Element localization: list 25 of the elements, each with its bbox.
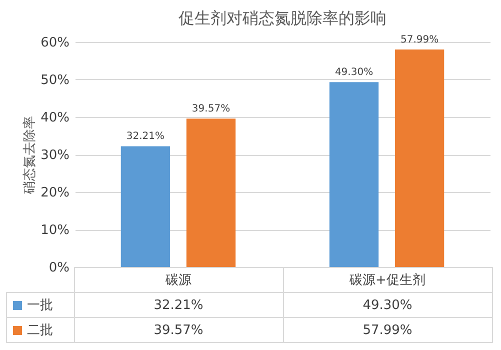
text: 32.21%: [126, 131, 165, 142]
text: 49.30%: [334, 67, 374, 78]
y-tick-label: 60%: [40, 36, 70, 50]
x-tick-label: 碳源: [74, 268, 283, 292]
legend-label: 一批: [6, 292, 74, 318]
y-tick-label: 50%: [40, 73, 70, 88]
y-tick-label: 30%: [40, 148, 70, 163]
y-tick-label: 10%: [40, 223, 70, 238]
data-label: 32.21%: [74, 292, 283, 318]
bar: [120, 146, 170, 267]
bar: [329, 82, 379, 267]
y-tick-label: 40%: [40, 110, 70, 126]
y-axis-title: 硝态氮去除率: [22, 116, 38, 195]
data-label: 39.57%: [74, 318, 283, 342]
x-tick-label: 碳源+促生剂: [283, 268, 492, 292]
text: 57.99%: [400, 34, 439, 46]
legend-label: 二批: [6, 318, 74, 342]
text: 39.57%: [192, 104, 230, 115]
y-tick-label: 0%: [48, 260, 70, 276]
bar: [394, 50, 444, 267]
chart-title: 促生剂对硝态氮脱除率的影响: [178, 8, 386, 28]
data-label: 57.99%: [283, 318, 492, 342]
y-tick-label: 20%: [40, 186, 70, 200]
bar: [186, 118, 236, 267]
data-label: 49.30%: [283, 292, 492, 318]
